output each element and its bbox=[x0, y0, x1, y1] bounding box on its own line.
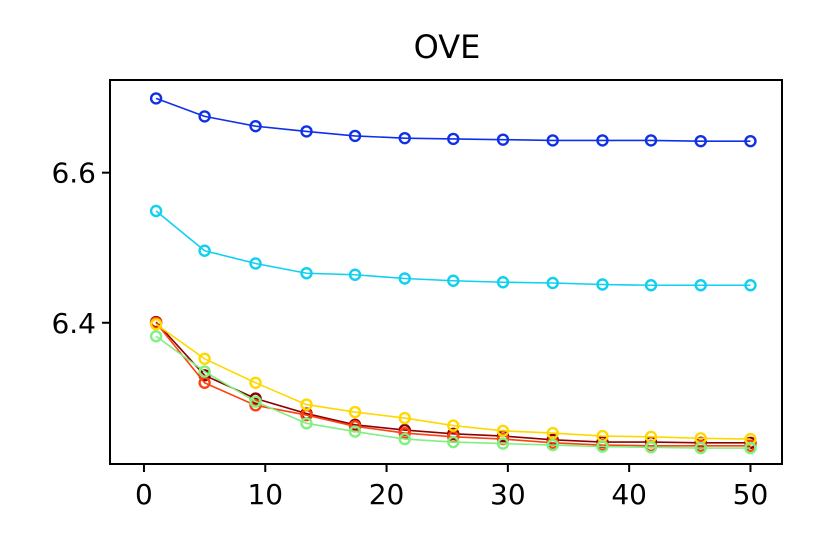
data-point-yellow bbox=[348, 405, 362, 419]
data-point-blue bbox=[149, 92, 163, 105]
data-point-orange-red bbox=[198, 376, 211, 389]
chart-title: OVE bbox=[414, 28, 481, 66]
data-point-light-green bbox=[300, 417, 313, 430]
data-point-light-green bbox=[694, 441, 707, 455]
data-point-yellow bbox=[198, 352, 211, 365]
series-layer bbox=[149, 92, 757, 455]
data-point-blue bbox=[348, 129, 362, 143]
data-point-yellow bbox=[249, 376, 262, 389]
data-point-yellow bbox=[149, 318, 163, 331]
data-point-cyan bbox=[447, 274, 460, 287]
data-point-blue bbox=[644, 134, 658, 147]
series-line-dark-red bbox=[155, 321, 751, 444]
data-point-cyan bbox=[644, 279, 658, 292]
x-tick-label: 20 bbox=[369, 478, 405, 511]
x-tick-label: 50 bbox=[733, 478, 769, 511]
data-point-blue bbox=[546, 134, 559, 147]
data-point-cyan bbox=[694, 279, 707, 292]
series-blue bbox=[149, 92, 757, 148]
data-point-light-green bbox=[447, 435, 460, 449]
y-tick-label: 6.4 bbox=[51, 307, 96, 340]
series-light-green bbox=[149, 330, 757, 455]
data-point-yellow bbox=[398, 411, 411, 425]
series-cyan bbox=[149, 204, 757, 292]
x-tick-label: 30 bbox=[490, 478, 526, 511]
data-point-light-green bbox=[496, 437, 510, 450]
data-point-blue bbox=[398, 131, 411, 145]
data-point-light-green bbox=[644, 441, 658, 454]
data-point-orange-red bbox=[398, 426, 411, 440]
data-point-cyan bbox=[496, 276, 510, 289]
x-tick-label: 0 bbox=[135, 478, 153, 511]
series-dark-red bbox=[149, 315, 757, 450]
data-point-orange-red bbox=[249, 399, 262, 412]
data-point-light-green bbox=[398, 432, 411, 446]
data-point-cyan bbox=[249, 257, 262, 270]
series-line-cyan bbox=[155, 210, 751, 287]
data-point-yellow bbox=[546, 426, 559, 440]
data-point-cyan bbox=[149, 204, 163, 218]
data-point-light-green bbox=[744, 441, 757, 455]
data-point-blue bbox=[198, 110, 211, 123]
data-point-light-green bbox=[546, 438, 559, 452]
data-point-yellow bbox=[300, 398, 313, 411]
data-point-blue bbox=[496, 133, 510, 146]
series-line-yellow bbox=[155, 323, 751, 440]
data-point-blue bbox=[694, 134, 707, 148]
y-axis: 6.4 6.6 bbox=[51, 157, 110, 340]
series-yellow bbox=[149, 318, 757, 446]
data-point-blue bbox=[249, 119, 262, 133]
data-point-light-green bbox=[596, 440, 609, 453]
data-point-cyan bbox=[398, 272, 411, 285]
y-tick-label: 6.6 bbox=[51, 157, 96, 190]
series-line-blue bbox=[155, 97, 751, 142]
data-point-cyan bbox=[546, 276, 559, 290]
data-point-cyan bbox=[198, 244, 211, 257]
x-tick-label: 10 bbox=[247, 478, 283, 511]
data-point-cyan bbox=[348, 268, 362, 281]
data-point-cyan bbox=[744, 279, 757, 292]
data-point-yellow bbox=[496, 424, 510, 438]
data-point-blue bbox=[300, 125, 313, 138]
data-point-light-green bbox=[198, 365, 211, 378]
data-point-cyan bbox=[596, 278, 609, 291]
series-line-light-green bbox=[155, 335, 751, 449]
x-axis: 0 10 20 30 40 50 bbox=[135, 464, 768, 511]
x-tick-label: 40 bbox=[611, 478, 647, 511]
data-point-yellow bbox=[447, 419, 460, 432]
plot-frame bbox=[109, 79, 783, 465]
data-point-cyan bbox=[300, 267, 313, 280]
data-point-light-green bbox=[249, 395, 262, 408]
data-point-light-green bbox=[348, 425, 362, 438]
data-point-blue bbox=[744, 134, 757, 148]
data-point-blue bbox=[596, 134, 609, 147]
data-point-light-green bbox=[149, 330, 163, 343]
series-line-orange-red bbox=[155, 322, 751, 447]
data-point-blue bbox=[447, 132, 460, 146]
